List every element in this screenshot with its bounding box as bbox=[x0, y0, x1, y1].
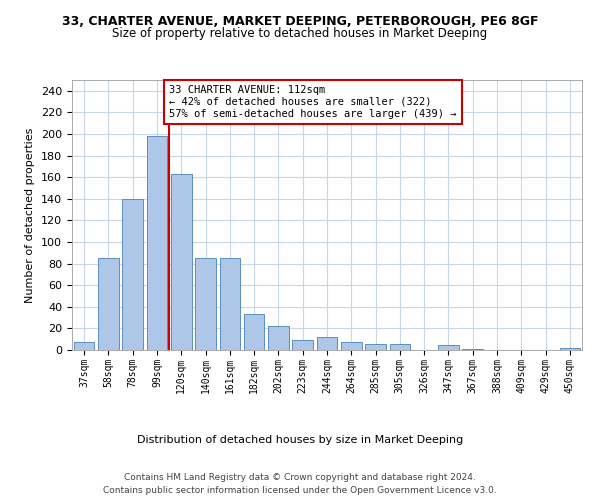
Bar bbox=[365, 344, 386, 350]
Bar bbox=[171, 174, 191, 350]
Bar bbox=[122, 199, 143, 350]
Text: 33 CHARTER AVENUE: 112sqm
← 42% of detached houses are smaller (322)
57% of semi: 33 CHARTER AVENUE: 112sqm ← 42% of detac… bbox=[169, 86, 457, 118]
Bar bbox=[463, 349, 483, 350]
Bar bbox=[317, 337, 337, 350]
Text: 33, CHARTER AVENUE, MARKET DEEPING, PETERBOROUGH, PE6 8GF: 33, CHARTER AVENUE, MARKET DEEPING, PETE… bbox=[62, 15, 538, 28]
Bar bbox=[244, 314, 265, 350]
Text: Distribution of detached houses by size in Market Deeping: Distribution of detached houses by size … bbox=[137, 435, 463, 445]
Text: Contains HM Land Registry data © Crown copyright and database right 2024.: Contains HM Land Registry data © Crown c… bbox=[124, 472, 476, 482]
Bar bbox=[292, 340, 313, 350]
Bar bbox=[195, 258, 216, 350]
Bar bbox=[268, 326, 289, 350]
Bar bbox=[74, 342, 94, 350]
Bar bbox=[438, 344, 459, 350]
Bar bbox=[389, 344, 410, 350]
Text: Contains public sector information licensed under the Open Government Licence v3: Contains public sector information licen… bbox=[103, 486, 497, 495]
Bar bbox=[98, 258, 119, 350]
Bar bbox=[146, 136, 167, 350]
Bar bbox=[220, 258, 240, 350]
Bar bbox=[560, 348, 580, 350]
Y-axis label: Number of detached properties: Number of detached properties bbox=[25, 128, 35, 302]
Text: Size of property relative to detached houses in Market Deeping: Size of property relative to detached ho… bbox=[112, 28, 488, 40]
Bar bbox=[341, 342, 362, 350]
